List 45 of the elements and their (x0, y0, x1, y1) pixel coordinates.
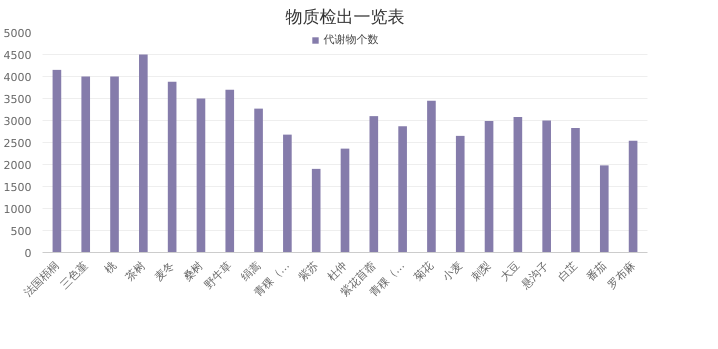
bar (110, 76, 119, 252)
bar (484, 120, 494, 252)
x-tick-label: 白芷 (555, 258, 580, 284)
x-tick-label: 麦冬 (152, 258, 177, 284)
bar (312, 168, 321, 252)
bar (369, 116, 378, 252)
bar (542, 120, 551, 252)
x-tick-label: 罗布麻 (605, 258, 638, 292)
y-tick-label: 5000 (4, 27, 32, 40)
bar (456, 136, 465, 252)
y-tick-label: 1500 (4, 181, 32, 194)
bar (225, 90, 234, 252)
bar (81, 76, 90, 252)
bar (628, 140, 638, 252)
bar (427, 100, 436, 252)
bar (340, 148, 350, 252)
y-tick-label: 3500 (4, 93, 32, 106)
y-tick-label: 1000 (4, 203, 32, 216)
bar (398, 126, 407, 252)
x-tick-label: 茶树 (123, 258, 148, 284)
bar (196, 98, 206, 252)
y-tick-label: 3000 (4, 115, 32, 128)
x-tick-label: 刺梨 (468, 258, 494, 284)
x-tick-label: 绢蒿 (238, 258, 264, 284)
x-tick-label: 桃 (102, 258, 120, 276)
y-tick-label: 4000 (4, 71, 32, 84)
y-tick-label: 500 (10, 225, 32, 238)
x-tick-label: 小麦 (440, 258, 465, 284)
chart-title: 物质检出一览表 (286, 8, 404, 28)
y-tick-label: 0 (24, 247, 32, 260)
bar (254, 108, 263, 252)
bar (571, 128, 580, 252)
y-tick-label: 2000 (4, 159, 32, 172)
bar (600, 165, 609, 252)
bar (52, 70, 62, 252)
x-tick-label: 菊花 (411, 258, 436, 284)
bar (139, 54, 148, 252)
bar (168, 82, 176, 252)
y-tick-label: 2500 (4, 137, 32, 150)
x-tick-label: 野牛草 (202, 258, 234, 292)
legend-label: 代谢物个数 (324, 32, 378, 47)
bar (283, 134, 292, 252)
x-tick-label: 紫苏 (296, 258, 321, 284)
y-tick-label: 4500 (4, 49, 32, 62)
bar (514, 116, 522, 252)
